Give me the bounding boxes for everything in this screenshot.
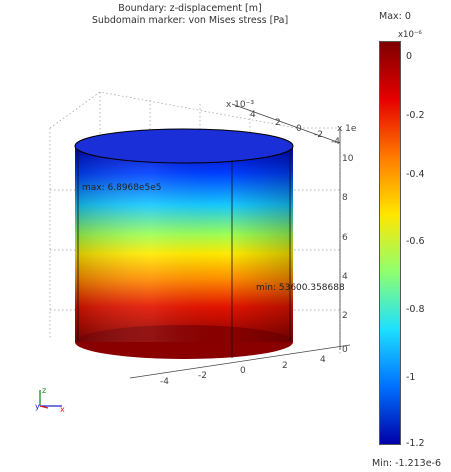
triad-z-label: z xyxy=(42,386,46,395)
colorbar-tick: -1 xyxy=(406,372,416,383)
z-tick: 8 xyxy=(342,193,348,203)
z-tick-labels: 10 8 6 4 2 0 xyxy=(342,154,354,355)
colorbar-min-label: Min: -1.213e-6 xyxy=(372,458,442,469)
colorbar-tick: -0.8 xyxy=(406,304,425,315)
x-multiplier: x 1e xyxy=(337,124,357,134)
x-tick: 0 xyxy=(240,366,246,376)
colorbar-max-label: Max: 0 xyxy=(379,11,411,22)
colorbar-tick: 0 xyxy=(406,51,413,62)
triad-y-label: y xyxy=(35,402,40,411)
y-tick: 4 xyxy=(250,110,256,120)
y-tick-labels: 4 2 0 -2 -4 xyxy=(250,110,340,147)
x-tick: 4 xyxy=(320,355,326,365)
y-tick: -2 xyxy=(314,130,323,140)
y-tick: 0 xyxy=(296,124,302,134)
x-tick-labels: -4 -2 0 2 4 xyxy=(160,355,326,387)
min-annotation: min: 53600.358688 xyxy=(256,283,345,293)
plot-title-line2: Subdomain marker: von Mises stress [Pa] xyxy=(91,15,289,26)
z-tick: 4 xyxy=(342,272,348,282)
z-tick: 6 xyxy=(342,233,348,243)
colorbar-tick: -0.6 xyxy=(406,236,425,247)
axis-lines xyxy=(129,103,351,379)
z-tick: 0 xyxy=(342,345,348,355)
cylinder xyxy=(74,128,294,359)
colorbar-tick: -0.4 xyxy=(406,169,425,180)
x-tick: -2 xyxy=(198,371,207,381)
y-tick: -4 xyxy=(331,137,340,147)
max-annotation: max: 6.8968e5e5 xyxy=(82,183,162,193)
z-tick: 2 xyxy=(342,311,348,321)
plot-title-line1: Boundary: z-displacement [m] xyxy=(118,3,262,14)
z-tick: 10 xyxy=(342,154,354,164)
axis-triad-icon: y z x xyxy=(35,386,65,412)
colorbar-exponent: x10⁻⁶ xyxy=(398,30,422,40)
x-tick: 2 xyxy=(282,361,288,371)
colorbar-tick: -1.2 xyxy=(406,438,425,449)
colorbar xyxy=(379,41,401,445)
x-tick: -4 xyxy=(160,377,169,387)
y-multiplier: x 10⁻³ xyxy=(226,100,254,110)
colorbar-tick: -0.2 xyxy=(406,110,425,121)
triad-x-label: x xyxy=(60,405,65,412)
y-tick: 2 xyxy=(275,118,281,128)
